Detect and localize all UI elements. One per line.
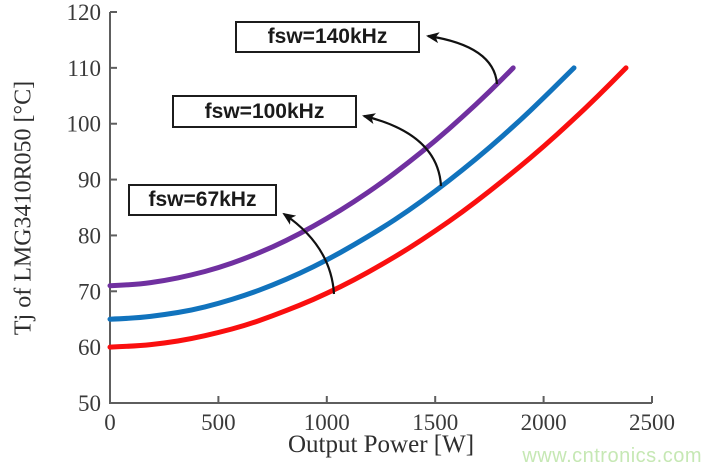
annotation-arrow-0 bbox=[426, 32, 499, 85]
curve-fsw-100khz bbox=[107, 65, 577, 322]
y-tick-label: 70 bbox=[78, 279, 101, 304]
x-tick-label: 1500 bbox=[412, 410, 458, 435]
curve-fsw-67khz bbox=[107, 65, 629, 350]
y-tick-label: 80 bbox=[78, 223, 101, 248]
annotation-box-fsw-100khz: fsw=100kHz bbox=[172, 95, 357, 128]
curve-fsw-140khz bbox=[107, 65, 516, 289]
y-tick-label: 50 bbox=[78, 391, 101, 416]
annotation-box-fsw-140khz: fsw=140kHz bbox=[235, 21, 420, 53]
watermark: www.cntronics.com bbox=[522, 445, 702, 467]
x-tick-label: 2000 bbox=[521, 410, 567, 435]
y-tick-label: 110 bbox=[67, 56, 101, 81]
annotation-arrow-2 bbox=[282, 212, 336, 295]
x-tick-label: 2500 bbox=[629, 410, 675, 435]
x-tick-label: 0 bbox=[104, 410, 116, 435]
y-axis-title: Tj of LMG3410R050 [°C] bbox=[10, 80, 37, 336]
x-tick-label: 1000 bbox=[304, 410, 350, 435]
x-tick-label: 500 bbox=[201, 410, 236, 435]
y-tick-label: 90 bbox=[78, 168, 101, 193]
annotation-box-fsw-67khz: fsw=67kHz bbox=[128, 184, 277, 216]
y-tick-label: 100 bbox=[67, 112, 102, 137]
x-axis-title: Output Power [W] bbox=[287, 431, 475, 458]
annotation-arrow-1 bbox=[362, 113, 443, 187]
y-tick-label: 60 bbox=[78, 335, 101, 360]
y-tick-label: 120 bbox=[67, 0, 102, 25]
